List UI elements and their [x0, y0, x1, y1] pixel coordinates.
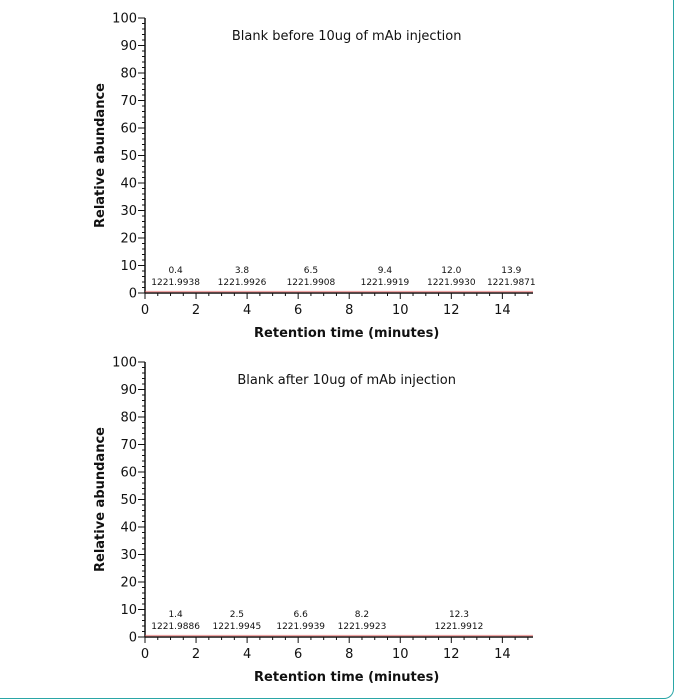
- peak-mz-label: 1221.9871: [487, 278, 536, 288]
- x-tick-label: 6: [294, 647, 302, 662]
- x-axis-title: Retention time (minutes): [254, 326, 439, 341]
- x-tick-label: 14: [494, 647, 511, 662]
- y-tick-label: 100: [112, 12, 137, 27]
- peak-mz-label: 1221.9926: [218, 278, 267, 288]
- x-tick-label: 6: [294, 303, 302, 318]
- x-tick-label: 12: [443, 647, 460, 662]
- peak-mz-label: 1221.9912: [435, 622, 484, 632]
- y-tick-label: 90: [120, 383, 137, 398]
- x-tick-label: 2: [192, 303, 200, 318]
- chart-title: Blank before 10ug of mAb injection: [232, 29, 462, 44]
- chart-panel-1: Blank before 10ug of mAb injection010203…: [93, 12, 536, 342]
- peak-time-label: 9.4: [378, 266, 393, 276]
- y-tick-label: 0: [129, 287, 137, 302]
- y-tick-label: 40: [120, 521, 137, 536]
- peak-mz-label: 1221.9939: [276, 622, 325, 632]
- x-tick-label: 8: [345, 647, 353, 662]
- peak-mz-label: 1221.9919: [361, 278, 410, 288]
- y-tick-label: 10: [120, 603, 137, 618]
- y-axis-title: Relative abundance: [93, 83, 108, 228]
- x-tick-label: 0: [141, 647, 149, 662]
- y-tick-label: 0: [129, 631, 137, 646]
- y-tick-label: 50: [120, 149, 137, 164]
- y-tick-label: 70: [120, 438, 137, 453]
- peak-mz-label: 1221.9945: [213, 622, 262, 632]
- peak-mz-label: 1221.9923: [338, 622, 387, 632]
- chart-title: Blank after 10ug of mAb injection: [237, 373, 456, 388]
- peak-time-label: 6.5: [304, 266, 318, 276]
- peak-time-label: 3.8: [235, 266, 250, 276]
- x-tick-label: 4: [243, 303, 251, 318]
- y-tick-label: 80: [120, 411, 137, 426]
- y-tick-label: 80: [120, 67, 137, 82]
- y-tick-label: 60: [120, 466, 137, 481]
- y-tick-label: 10: [120, 259, 137, 274]
- peak-time-label: 12.3: [449, 610, 469, 620]
- x-tick-label: 10: [392, 647, 409, 662]
- peak-time-label: 8.2: [355, 610, 369, 620]
- y-tick-label: 30: [120, 548, 137, 563]
- y-tick-label: 60: [120, 122, 137, 137]
- y-tick-label: 20: [120, 576, 137, 591]
- x-tick-label: 8: [345, 303, 353, 318]
- chart-panel-2: Blank after 10ug of mAb injection0102030…: [93, 356, 533, 685]
- y-tick-label: 20: [120, 232, 137, 247]
- peak-mz-label: 1221.9886: [151, 622, 200, 632]
- x-tick-label: 0: [141, 303, 149, 318]
- y-tick-label: 100: [112, 356, 137, 371]
- y-tick-label: 30: [120, 204, 137, 219]
- x-tick-label: 10: [392, 303, 409, 318]
- peak-time-label: 2.5: [230, 610, 244, 620]
- x-tick-label: 14: [494, 303, 511, 318]
- x-tick-label: 12: [443, 303, 460, 318]
- peak-time-label: 0.4: [168, 266, 183, 276]
- peak-time-label: 6.6: [294, 610, 309, 620]
- peak-mz-label: 1221.9938: [151, 278, 200, 288]
- x-tick-label: 2: [192, 647, 200, 662]
- y-tick-label: 70: [120, 94, 137, 109]
- x-axis-title: Retention time (minutes): [254, 670, 439, 685]
- y-axis-title: Relative abundance: [93, 427, 108, 572]
- y-tick-label: 40: [120, 177, 137, 192]
- y-tick-label: 90: [120, 39, 137, 54]
- x-tick-label: 4: [243, 647, 251, 662]
- y-tick-label: 50: [120, 493, 137, 508]
- peak-time-label: 13.9: [501, 266, 521, 276]
- peak-mz-label: 1221.9908: [287, 278, 336, 288]
- peak-time-label: 12.0: [441, 266, 461, 276]
- peak-mz-label: 1221.9930: [427, 278, 476, 288]
- peak-time-label: 1.4: [168, 610, 183, 620]
